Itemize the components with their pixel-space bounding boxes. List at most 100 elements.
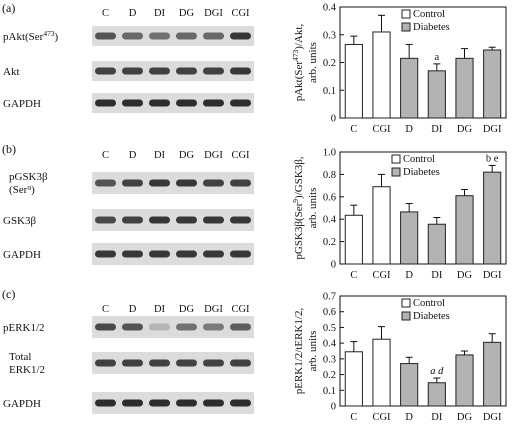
panel-2-blot-band xyxy=(149,216,170,224)
panel-1-blot-band xyxy=(95,99,116,107)
panel-2-y-tick-label: 0 xyxy=(331,260,336,271)
panel-1-lane-label: DG xyxy=(179,8,195,19)
panel-2-x-tick-label: CGI xyxy=(372,270,391,281)
panel-1-blot-band xyxy=(95,32,116,40)
panel-3-y-tick-label: 0 xyxy=(331,402,336,413)
panel-1-blot-band xyxy=(203,99,224,107)
panel-2-blot-band xyxy=(230,179,251,187)
panel-3-lane-label: DI xyxy=(154,304,166,315)
panel-1-x-tick-label: DG xyxy=(457,124,473,135)
panel-1-x-tick-label: C xyxy=(350,124,357,135)
panel-3-bar xyxy=(400,363,419,407)
panel-3-blot-band xyxy=(122,399,143,407)
panel-3-bar xyxy=(344,351,363,407)
panel-3-bar xyxy=(483,341,502,407)
panel-3-plot-frame xyxy=(339,295,507,407)
panel-2-blot-band xyxy=(203,179,224,187)
panel-2-bar xyxy=(344,214,363,265)
panel-3-blot-band xyxy=(149,359,170,367)
panel-1-bar xyxy=(372,31,391,119)
panel-3-y-tick-label: 0.3 xyxy=(323,354,336,365)
panel-2-x-tick-label: DG xyxy=(457,270,473,281)
panel-1-bar xyxy=(483,49,502,119)
panel-3-legend-swatch xyxy=(401,298,411,308)
panel-2-bar xyxy=(400,211,419,265)
panel-1-x-tick-label: DI xyxy=(431,124,443,135)
panel-3-x-tick-label: C xyxy=(350,412,357,423)
panel-3-y-axis-label-part: pERK1/2/tERK1/2, xyxy=(293,308,305,395)
panel-1-y-axis-label-part: )/Akt, xyxy=(293,24,305,50)
panel-1-bar xyxy=(427,70,446,119)
panel-3-y-axis-label: arb. units xyxy=(307,331,319,372)
panel-1-blot-band xyxy=(95,67,116,75)
panel-3-blot-strip xyxy=(92,352,254,374)
panel-3-blot-band xyxy=(95,323,116,331)
panel-2-y-axis-label: pGSK3β(Ser9)/GSK3β, xyxy=(291,156,305,259)
panel-3-blot-strip xyxy=(92,392,254,414)
panel-3-blot-row-label: GAPDH xyxy=(3,398,41,410)
panel-1-y-axis-label-part: 473 xyxy=(291,49,300,60)
panel-2-legend-entry: Control xyxy=(403,154,435,165)
panel-1-y-tick-label: 0.3 xyxy=(323,30,336,41)
panel-1-y-tick-label: 0.1 xyxy=(323,86,336,97)
panel-3-y-axis-label-part: arb. units xyxy=(307,331,319,372)
panel-2-blot-band xyxy=(95,250,116,258)
panel-3-blot-row-label: pERK1/2 xyxy=(3,322,45,334)
panel-2-y-axis-label: arb. units xyxy=(307,188,319,229)
panel-2-lane-label: D xyxy=(129,150,137,161)
panel-1-lane-label: C xyxy=(102,8,109,19)
panel-2-blot-row-label: GSK3β xyxy=(3,215,37,227)
panel-2-lane-label: DI xyxy=(154,150,166,161)
panel-2-y-axis-label-part: 9 xyxy=(291,199,300,203)
panel-3-bar xyxy=(427,382,446,407)
panel-3-x-tick-label: CGI xyxy=(372,412,391,423)
panel-1-bar xyxy=(400,57,419,119)
panel-3-label: (c) xyxy=(2,287,15,301)
panel-2-x-tick-label: DI xyxy=(431,270,443,281)
panel-3-blot-band xyxy=(176,399,197,407)
panel-3-lane-label: D xyxy=(129,304,137,315)
panel-1-legend-swatch xyxy=(401,9,411,19)
panel-2-blot-strip xyxy=(92,172,254,194)
panel-1-blot-row-label: GAPDH xyxy=(3,98,41,110)
panel-1-y-tick-label: 0 xyxy=(331,114,336,125)
panel-2-blot-strip xyxy=(92,209,254,231)
panel-1-lane-label: CGI xyxy=(231,8,250,19)
panel-2-bar xyxy=(372,186,391,265)
panel-3-blot-band xyxy=(176,359,197,367)
panel-2-blot-band xyxy=(203,216,224,224)
panel-3-x-tick-label: DI xyxy=(431,412,443,423)
panel-3-blot-row-label: Total xyxy=(9,351,31,363)
panel-2-blot-band xyxy=(149,250,170,258)
panel-3-legend-swatch xyxy=(401,311,411,321)
panel-1-y-axis-label: arb. units xyxy=(307,42,319,83)
panel-3-lane-label: CGI xyxy=(231,304,250,315)
panel-3-blot-band xyxy=(122,359,143,367)
panel-2-y-axis-label-part: pGSK3β(Ser xyxy=(293,202,305,259)
panel-2-blot-band xyxy=(230,216,251,224)
panel-1-blot-band xyxy=(176,67,197,75)
panel-3-bar xyxy=(372,338,391,407)
panel-2-lane-label: DG xyxy=(179,150,195,161)
panel-2-y-axis-label-part: arb. units xyxy=(307,188,319,229)
panel-1-blot-band xyxy=(203,67,224,75)
panel-1-blot-band xyxy=(122,32,143,40)
panel-1-blot-band xyxy=(176,32,197,40)
panel-1-lane-label: DGI xyxy=(204,8,223,19)
panel-1-y-tick-label: 0.2 xyxy=(323,58,336,69)
panel-3-legend-entry: Control xyxy=(413,298,445,309)
panel-3-y-tick-label: 0.1 xyxy=(323,386,336,397)
panel-2-lane-label: C xyxy=(102,150,109,161)
panel-2-blot-band xyxy=(122,250,143,258)
panel-3-blot-band xyxy=(203,359,224,367)
panel-3-y-tick-label: 0.2 xyxy=(323,370,336,381)
panel-3-blot-band xyxy=(230,323,251,331)
panel-3-y-axis-label: pERK1/2/tERK1/2, xyxy=(293,308,305,395)
panel-2-data-label: b e xyxy=(486,153,499,164)
panel-2-blot-band xyxy=(122,216,143,224)
panel-3-lane-label: C xyxy=(102,304,109,315)
panel-1-blot-band xyxy=(149,99,170,107)
panel-2-blot-band xyxy=(95,216,116,224)
panel-1-x-tick-label: DGI xyxy=(483,124,502,135)
